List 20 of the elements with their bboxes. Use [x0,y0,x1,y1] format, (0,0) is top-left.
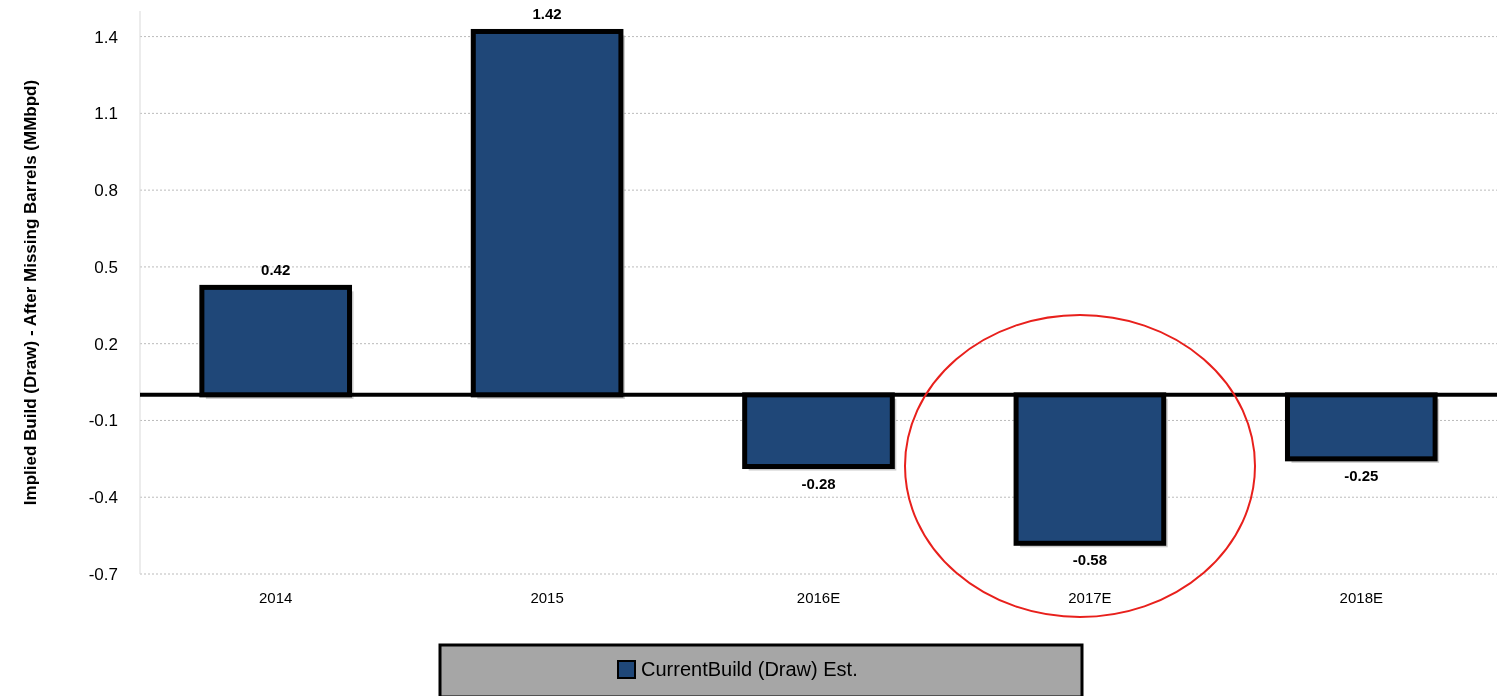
y-tick-label: -0.1 [88,411,118,431]
y-tick-label: 1.1 [94,104,118,124]
y-tick-label: 0.8 [94,181,118,201]
y-axis-title: Implied Build (Draw) - After Missing Barrels (MMbpd) [21,79,40,506]
legend-label: CurrentBuild (Draw) Est. [641,658,858,680]
y-tick-label: -0.4 [88,488,118,508]
data-label: 1.42 [532,5,562,23]
data-label: 0.42 [261,261,291,279]
y-tick-label: -0.7 [88,564,118,584]
data-label: -0.58 [1072,551,1107,569]
y-tick-label: 0.2 [94,334,118,354]
x-tick-label: 2014 [259,589,293,606]
x-tick-label: 2016E [796,589,841,606]
data-label: -0.25 [1344,466,1379,484]
y-tick-label: 1.4 [94,27,118,47]
y-tick-label: 0.5 [94,257,118,277]
data-label: -0.28 [801,474,836,492]
x-tick-label: 2017E [1068,589,1112,606]
x-tick-label: 2015 [530,589,564,606]
x-tick-label: 2018E [1339,589,1383,606]
